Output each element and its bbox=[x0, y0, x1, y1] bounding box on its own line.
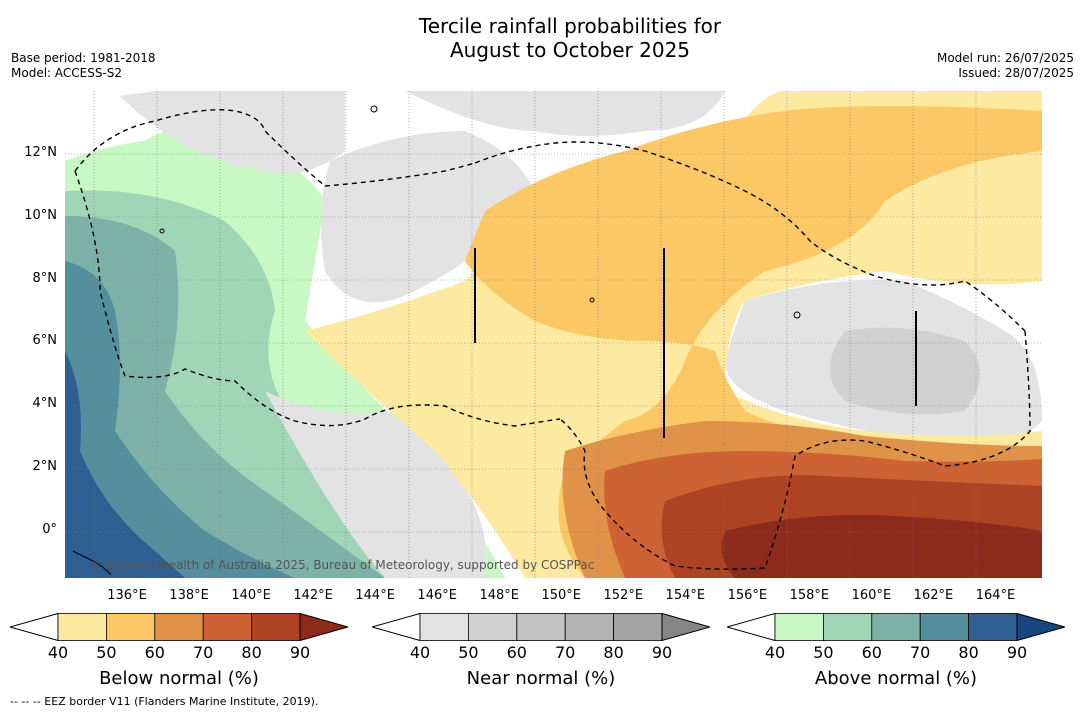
lon-tick-label: 164°E bbox=[975, 588, 1016, 603]
colorbar-tick-label: 70 bbox=[555, 643, 576, 662]
colorbar-title: Above normal (%) bbox=[814, 668, 978, 689]
lon-tick-label: 144°E bbox=[355, 588, 395, 603]
colorbar-segment bbox=[419, 613, 469, 641]
islands bbox=[72, 105, 801, 576]
right-meta: Model run: 26/07/2025 Issued: 28/07/2025 bbox=[937, 51, 1074, 81]
lon-tick-label: 154°E bbox=[665, 588, 706, 603]
colorbar-segment bbox=[106, 613, 156, 641]
colorbar-title: Near normal (%) bbox=[466, 668, 616, 689]
lon-tick-label: 146°E bbox=[417, 588, 457, 603]
near-40-north bbox=[120, 91, 345, 174]
model-name: Model: ACCESS-S2 bbox=[11, 66, 123, 80]
above-80-region bbox=[65, 261, 295, 578]
colorbar-segment bbox=[613, 613, 663, 641]
colorbar-near bbox=[372, 613, 710, 641]
near-40-central bbox=[321, 131, 535, 303]
boundary-lines bbox=[474, 248, 917, 438]
colorbar-tick-label: 40 bbox=[409, 643, 431, 662]
colorbar-tick-label: 40 bbox=[764, 643, 786, 662]
lon-tick-label: 140°E bbox=[231, 588, 271, 603]
issued-date: Issued: 28/07/2025 bbox=[958, 66, 1074, 80]
colorbar-tick-label: 70 bbox=[910, 643, 931, 662]
colorbar-segment bbox=[968, 613, 1018, 641]
eez-fsm-north bbox=[474, 141, 1026, 332]
lat-tick-label: 6°N bbox=[32, 333, 58, 349]
lon-tick-label: 138°E bbox=[169, 588, 209, 603]
colorbar-low-triangle bbox=[372, 613, 421, 641]
colorbar-high-triangle bbox=[299, 613, 348, 641]
colorbar-tick-label: 50 bbox=[813, 643, 834, 662]
colorbar-segment bbox=[516, 613, 566, 641]
colorbar-low-triangle bbox=[727, 613, 776, 641]
colorbar-high-triangle bbox=[1016, 613, 1065, 641]
map-title: Tercile rainfall probabilities for Augus… bbox=[0, 14, 1085, 62]
eez-footnote: -- -- -- EEZ border V11 (Flanders Marine… bbox=[10, 695, 319, 708]
lat-tick-label: 0° bbox=[42, 521, 57, 537]
eez-fsm-east bbox=[559, 330, 1031, 570]
gridlines bbox=[65, 91, 1042, 578]
colorbar-below bbox=[10, 613, 348, 641]
colorbar-tick-label: 60 bbox=[861, 643, 882, 662]
colorbar-segment bbox=[57, 613, 107, 641]
model-run: Model run: 26/07/2025 bbox=[936, 51, 1074, 65]
base-period: Base period: 1981-2018 bbox=[11, 51, 156, 65]
lon-tick-label: 156°E bbox=[727, 588, 768, 603]
colorbar-title: Below normal (%) bbox=[99, 668, 259, 689]
colorbar-segment bbox=[202, 613, 252, 641]
near-50-east bbox=[830, 327, 980, 415]
lon-tick-label: 150°E bbox=[541, 588, 582, 603]
lon-tick-label: 158°E bbox=[789, 588, 830, 603]
colorbar-tick-label: 90 bbox=[1006, 643, 1028, 662]
colorbar-tick-label: 40 bbox=[47, 643, 69, 662]
lat-tick-label: 2°N bbox=[32, 459, 58, 475]
lon-tick-label: 152°E bbox=[603, 588, 644, 603]
map-svg bbox=[65, 91, 1042, 578]
title-line-2: August to October 2025 bbox=[449, 38, 691, 62]
colorbar-low-triangle bbox=[10, 613, 59, 641]
colorbar-tick-label: 60 bbox=[506, 643, 527, 662]
copyright-text: © Commonwealth of Australia 2025, Bureau… bbox=[89, 558, 595, 572]
colorbar-tick-label: 50 bbox=[96, 643, 117, 662]
lat-tick-label: 12°N bbox=[24, 144, 57, 160]
above-90-region bbox=[65, 351, 185, 578]
eez-palau bbox=[74, 170, 561, 427]
left-meta: Base period: 1981-2018 Model: ACCESS-S2 bbox=[11, 51, 156, 81]
lat-tick-label: 4°N bbox=[32, 396, 58, 412]
colorbar-segment bbox=[564, 613, 614, 641]
lon-tick-label: 148°E bbox=[479, 588, 519, 603]
near-40-south bbox=[265, 391, 487, 578]
colorbar-segment bbox=[154, 613, 204, 641]
colorbar-tick-label: 90 bbox=[289, 643, 311, 662]
lon-tick-label: 162°E bbox=[913, 588, 954, 603]
rainfall-map: © Commonwealth of Australia 2025, Bureau… bbox=[65, 91, 1042, 578]
lon-tick-label: 136°E bbox=[107, 588, 147, 603]
colorbar-segment bbox=[468, 613, 518, 641]
colorbar-tick-label: 70 bbox=[193, 643, 214, 662]
below-90-b bbox=[721, 515, 1042, 578]
colorbar-above bbox=[727, 613, 1065, 641]
lat-tick-label: 10°N bbox=[24, 207, 57, 223]
lon-tick-label: 160°E bbox=[851, 588, 892, 603]
lon-tick-label: 142°E bbox=[293, 588, 333, 603]
near-40-upper bbox=[405, 91, 725, 136]
colorbar-tick-label: 60 bbox=[144, 643, 165, 662]
colorbar-segment bbox=[919, 613, 969, 641]
colorbar-high-triangle bbox=[661, 613, 710, 641]
colorbar-tick-label: 90 bbox=[651, 643, 673, 662]
colorbar-segment bbox=[251, 613, 301, 641]
colorbar-tick-label: 80 bbox=[958, 643, 979, 662]
colorbar-segment bbox=[871, 613, 921, 641]
eez-borders bbox=[74, 109, 1031, 570]
colorbar-segment bbox=[823, 613, 873, 641]
colorbar-tick-label: 50 bbox=[458, 643, 479, 662]
title-line-1: Tercile rainfall probabilities for bbox=[418, 14, 722, 38]
lat-tick-label: 8°N bbox=[32, 270, 58, 286]
colorbar-tick-label: 80 bbox=[241, 643, 262, 662]
colorbar-tick-label: 80 bbox=[603, 643, 624, 662]
colorbar-segment bbox=[774, 613, 824, 641]
